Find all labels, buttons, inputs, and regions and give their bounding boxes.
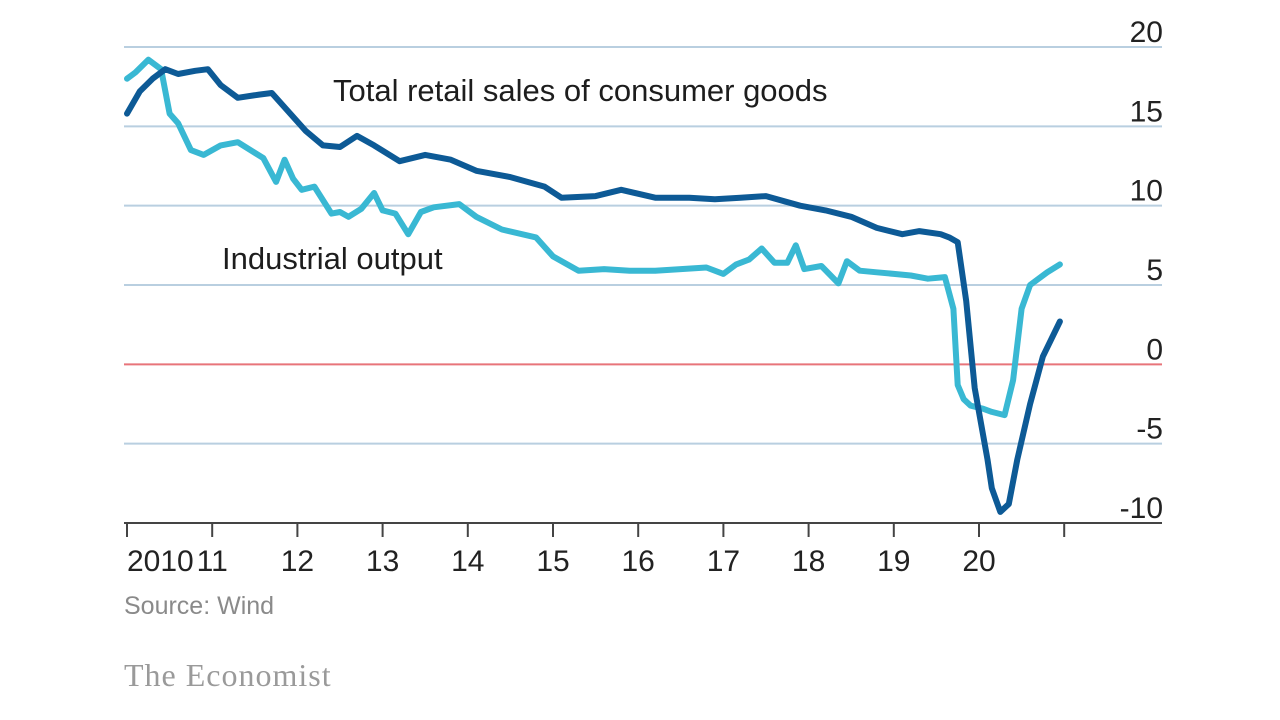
y-tick-label: 0	[1146, 333, 1163, 366]
x-tick-label: 14	[451, 545, 484, 578]
y-tick-label: -10	[1120, 492, 1163, 525]
publisher-logo: The Economist	[124, 657, 332, 693]
x-tick-label: 13	[366, 545, 399, 578]
x-tick-label: 19	[877, 545, 910, 578]
x-tick-label: 17	[707, 545, 740, 578]
y-tick-label: -5	[1136, 413, 1163, 446]
x-tick-label: 2010	[127, 545, 194, 578]
gridlines	[124, 46, 1162, 445]
series-line-retail	[124, 66, 1063, 515]
series	[124, 56, 1063, 515]
x-tick-label: 20	[962, 545, 995, 578]
y-tick-label: 15	[1130, 95, 1163, 128]
source-note: Source: Wind	[124, 592, 275, 620]
y-axis-ticks: 20 15 10 5 0 -5 -10	[1120, 16, 1163, 525]
x-tick-label: 15	[536, 545, 569, 578]
x-tick-label: 11	[197, 545, 228, 578]
x-axis-ticks: 2010 11 12 13 14 15 16 17 18 19 20	[126, 523, 1066, 578]
x-tick-label: 12	[281, 545, 314, 578]
y-tick-label: 20	[1130, 16, 1163, 49]
y-tick-label: 10	[1130, 175, 1163, 208]
x-tick-label: 18	[792, 545, 825, 578]
y-tick-label: 5	[1146, 254, 1163, 287]
x-tick-label: 16	[622, 545, 655, 578]
series-line-industrial	[124, 56, 1063, 419]
series-label-retail: Total retail sales of consumer goods	[333, 73, 828, 108]
series-label-industrial: Industrial output	[222, 241, 443, 276]
